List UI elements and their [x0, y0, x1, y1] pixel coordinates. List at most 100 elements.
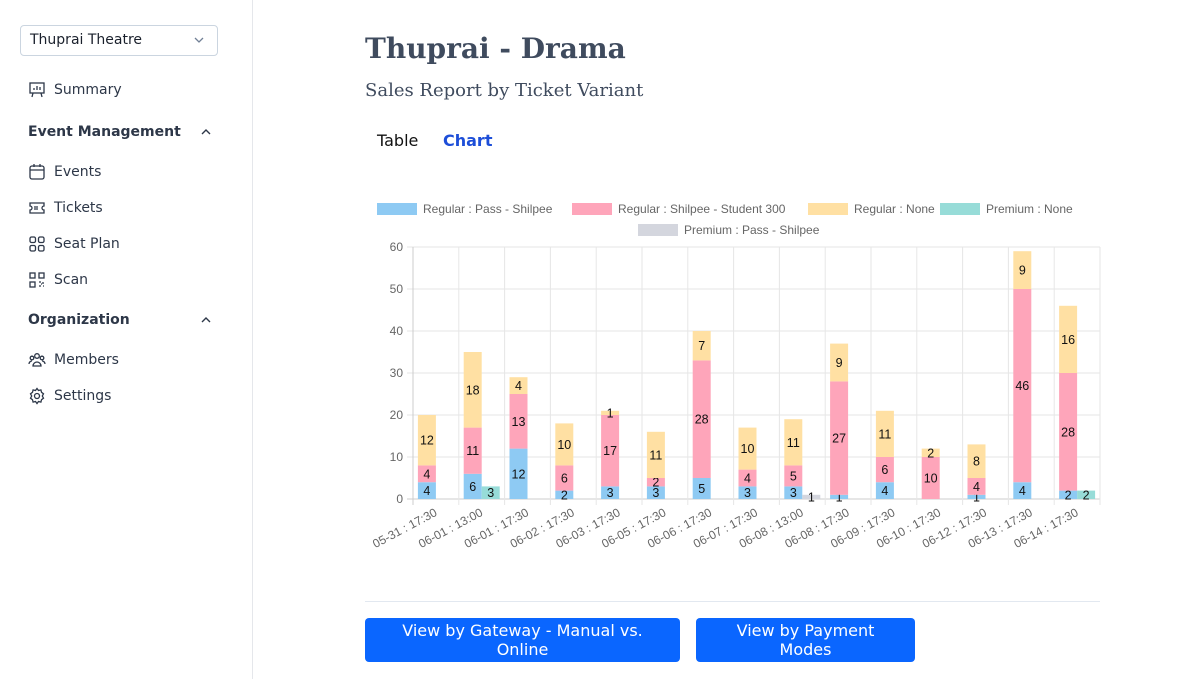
page-subtitle: Sales Report by Ticket Variant — [365, 80, 644, 101]
bar-segment — [830, 494, 849, 499]
data-label: 28 — [1061, 425, 1075, 439]
bar-segment — [481, 486, 500, 499]
y-tick-label: 50 — [390, 282, 404, 296]
bar-segment — [1059, 373, 1078, 491]
qr-code-icon — [29, 272, 45, 288]
data-label: 18 — [466, 383, 480, 397]
sidebar-item-label: Summary — [54, 82, 122, 98]
chevron-up-icon — [201, 317, 211, 323]
data-label: 4 — [973, 480, 980, 494]
data-label: 5 — [790, 469, 797, 483]
data-label: 11 — [466, 444, 479, 458]
data-label: 9 — [1019, 264, 1026, 278]
bar-segment — [509, 448, 528, 499]
data-label: 2 — [1065, 488, 1072, 502]
grid-icon — [29, 236, 45, 252]
bar-segment — [738, 486, 757, 499]
data-label: 4 — [881, 484, 888, 498]
sidebar-item-events[interactable]: Events — [28, 163, 101, 181]
bar-segment — [463, 352, 482, 428]
bar-segment — [875, 410, 894, 457]
data-label: 8 — [973, 455, 980, 469]
bar-segment — [555, 465, 574, 491]
legend-swatch — [940, 203, 980, 215]
bar-segment — [921, 457, 940, 499]
bar-segment — [601, 410, 620, 415]
data-label: 10 — [557, 438, 571, 452]
bar-segment — [417, 465, 436, 483]
sidebar-item-tickets[interactable]: Tickets — [28, 199, 103, 217]
sidebar-item-members[interactable]: Members — [28, 351, 119, 369]
data-label: 3 — [744, 486, 751, 500]
data-label: 1 — [973, 490, 980, 504]
data-label: 2 — [652, 476, 659, 490]
data-label: 12 — [420, 434, 434, 448]
sidebar-item-label: Scan — [54, 272, 89, 288]
data-label: 46 — [1015, 379, 1029, 393]
section-label: Event Management — [28, 124, 181, 140]
legend-label: Premium : None — [986, 202, 1073, 216]
chevron-up-icon — [201, 129, 211, 135]
bar-segment — [417, 482, 436, 499]
venue-select[interactable]: Thuprai Theatre — [20, 25, 218, 56]
bar-segment — [646, 478, 665, 487]
bar-segment — [509, 377, 528, 394]
bar-segment — [784, 419, 803, 466]
y-tick-label: 60 — [390, 240, 404, 254]
bar-segment — [967, 478, 986, 495]
data-label: 4 — [744, 472, 751, 486]
data-label: 5 — [698, 482, 705, 496]
sidebar-item-seat-plan[interactable]: Seat Plan — [28, 235, 120, 253]
bar-segment — [875, 482, 894, 499]
venue-select-value: Thuprai Theatre — [30, 32, 143, 48]
sidebar-item-label: Seat Plan — [54, 236, 120, 252]
presentation-chart-icon — [29, 82, 45, 98]
view-by-payment-modes-button[interactable]: View by Payment Modes — [696, 618, 915, 662]
data-label: 3 — [652, 486, 659, 500]
legend-label: Regular : None — [854, 202, 935, 216]
bar-segment — [601, 486, 620, 499]
bar-segment — [692, 478, 711, 499]
data-label: 11 — [878, 427, 891, 441]
data-label: 4 — [515, 379, 522, 393]
bar-segment — [1077, 490, 1096, 499]
tab-table[interactable]: Table — [377, 131, 419, 150]
bar-segment — [830, 381, 849, 495]
data-label: 2 — [561, 488, 568, 502]
data-label: 11 — [649, 448, 662, 462]
bar-segment — [692, 360, 711, 478]
data-label: 3 — [790, 486, 797, 500]
section-event-management[interactable]: Event Management — [28, 124, 212, 140]
bar-segment — [601, 415, 620, 487]
bar-segment — [463, 427, 482, 474]
data-label: 13 — [512, 415, 526, 429]
sidebar-item-summary[interactable]: Summary — [28, 81, 122, 99]
legend-swatch — [377, 203, 417, 215]
legend-swatch — [572, 203, 612, 215]
data-label: 10 — [924, 472, 938, 486]
sidebar-item-settings[interactable]: Settings — [28, 387, 111, 405]
bar-segment — [784, 465, 803, 487]
data-label: 1 — [836, 490, 843, 504]
data-label: 7 — [698, 339, 705, 353]
gear-icon — [29, 387, 45, 405]
bar-segment — [1059, 490, 1078, 499]
data-label: 6 — [561, 472, 568, 486]
bar-segment — [738, 469, 757, 487]
y-tick-label: 40 — [390, 324, 404, 338]
bar-segment — [417, 415, 436, 466]
tab-chart[interactable]: Chart — [443, 131, 493, 150]
data-label: 28 — [695, 413, 709, 427]
data-label: 12 — [512, 467, 526, 481]
data-label: 4 — [423, 484, 430, 498]
view-by-gateway-button[interactable]: View by Gateway - Manual vs. Online — [365, 618, 680, 662]
bar-segment — [509, 394, 528, 449]
bar-segment — [646, 431, 665, 478]
data-label: 17 — [603, 444, 617, 458]
sidebar-item-scan[interactable]: Scan — [28, 271, 88, 289]
ticket-icon — [29, 202, 45, 214]
bar-segment — [875, 457, 894, 483]
section-organization[interactable]: Organization — [28, 312, 212, 328]
legend-swatch — [808, 203, 848, 215]
bar-segment — [646, 486, 665, 499]
